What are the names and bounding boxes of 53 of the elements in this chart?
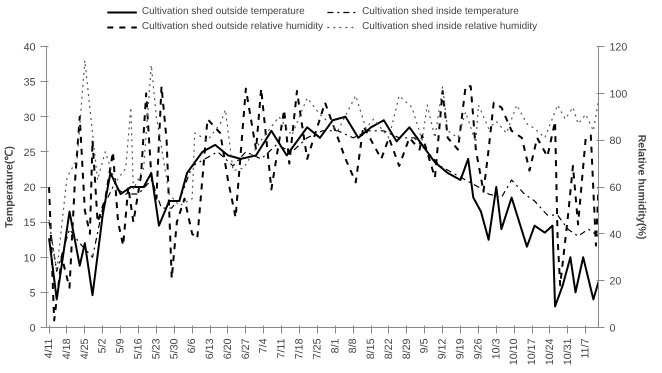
legend-label: Cultivation shed outside temperature — [142, 6, 305, 17]
x-tick-label: 10/31 — [562, 338, 574, 366]
x-tick-label: 6/13 — [204, 338, 216, 360]
x-tick-label: 5/23 — [150, 338, 162, 360]
y2-tick-label: 60 — [610, 182, 622, 194]
y-tick-label: 0 — [30, 322, 36, 334]
x-tick-label: 8/29 — [400, 338, 413, 360]
x-tick-label: 8/22 — [382, 338, 395, 360]
x-tick-label: 9/19 — [454, 338, 466, 360]
x-tick-label: 5/2 — [96, 338, 109, 354]
x-tick-label: 10/17 — [526, 338, 538, 366]
y2-tick-label: 80 — [610, 135, 622, 148]
y-tick-label: 15 — [24, 217, 36, 230]
x-tick-label: 5/30 — [168, 338, 180, 360]
x-tick-label: 11/7 — [580, 338, 592, 358]
x-tick-label: 10/24 — [544, 338, 556, 366]
y-tick-label: 35 — [24, 76, 36, 89]
x-tick-label: 5/9 — [114, 338, 127, 354]
y2-tick-label: 40 — [610, 228, 622, 241]
y2-tick-label: 120 — [610, 42, 628, 54]
x-tick-label: 6/6 — [186, 338, 198, 354]
x-tick-label: 4/25 — [78, 338, 91, 360]
legend-label: Cultivation shed inside temperature — [362, 6, 519, 17]
y2-tick-label: 0 — [610, 322, 616, 334]
x-tick-label: 9/12 — [436, 338, 449, 360]
x-tick-label: 8/8 — [347, 338, 360, 354]
y-tick-label: 10 — [24, 252, 36, 264]
x-tick-label: 7/4 — [258, 338, 270, 354]
x-tick-label: 7/11 — [276, 338, 288, 358]
y-tick-label: 25 — [24, 146, 36, 159]
x-tick-label: 9/5 — [418, 338, 431, 354]
x-tick-label: 6/20 — [222, 338, 234, 360]
y-axis-title: Temperature(℃) — [4, 146, 16, 228]
x-tick-label: 4/18 — [60, 338, 73, 360]
y-tick-label: 20 — [24, 182, 36, 194]
x-tick-label: 10/3 — [490, 338, 502, 360]
y2-axis-title: Relative humidity(%) — [635, 134, 648, 240]
x-tick-label: 8/1 — [329, 338, 342, 354]
x-tick-label: 7/25 — [311, 338, 324, 360]
y2-tick-label: 20 — [610, 276, 622, 288]
y2-tick-label: 100 — [610, 88, 628, 100]
y-tick-label: 40 — [24, 42, 36, 54]
x-tick-label: 4/11 — [43, 338, 56, 358]
x-tick-label: 7/18 — [294, 338, 306, 360]
legend-label: Cultivation shed outside relative humidity — [142, 21, 324, 32]
x-tick-label: 8/15 — [365, 338, 378, 360]
x-tick-label: 10/10 — [508, 338, 520, 366]
x-tick-label: 5/16 — [132, 338, 144, 360]
x-tick-label: 6/27 — [240, 338, 252, 360]
y-tick-label: 30 — [24, 112, 36, 124]
y-tick-label: 5 — [30, 287, 36, 300]
legend-label: Cultivation shed inside relative humidity — [362, 21, 538, 32]
x-tick-label: 9/26 — [472, 338, 484, 360]
